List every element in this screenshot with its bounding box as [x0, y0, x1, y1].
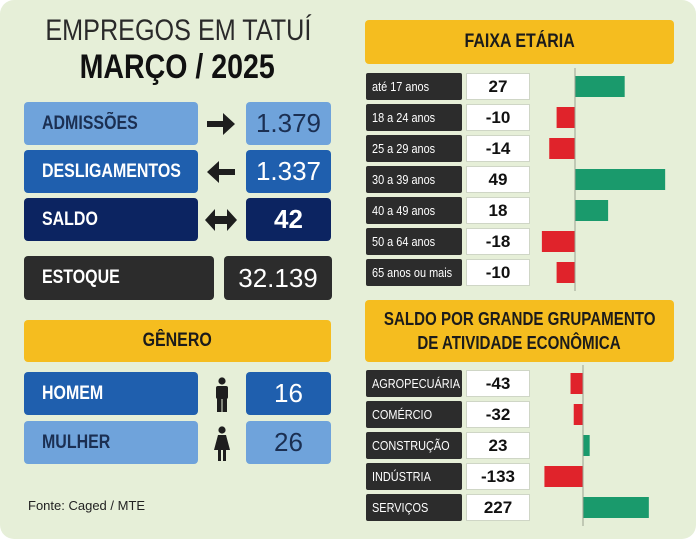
age-row-bar — [575, 169, 666, 190]
admissoes-value: 1.379 — [246, 102, 331, 145]
sector-row-value: 23 — [466, 432, 530, 459]
mulher-label: MULHER — [24, 421, 198, 464]
age-row-value: 27 — [466, 73, 530, 100]
sector-row-value: 227 — [466, 494, 530, 521]
estoque-label: ESTOQUE — [24, 256, 214, 300]
atividade-title-line1: SALDO POR GRANDE GRUPAMENTO — [383, 309, 656, 329]
age-row-bar — [556, 107, 575, 128]
age-row-bar — [575, 76, 625, 97]
sector-row-label: INDÚSTRIA — [366, 463, 462, 490]
saldo-value: 42 — [246, 198, 331, 241]
female-person-icon — [211, 426, 233, 462]
admissoes-label: ADMISSÕES — [24, 102, 198, 145]
saldo-label: SALDO — [24, 198, 198, 241]
genero-title: GÊNERO — [24, 320, 331, 362]
sector-row-label: COMÉRCIO — [366, 401, 462, 428]
age-row-label: 30 a 39 anos — [366, 166, 462, 193]
mulher-value: 26 — [246, 421, 331, 464]
desligamentos-value: 1.337 — [246, 150, 331, 193]
arrow-left-right-icon — [203, 205, 239, 235]
age-row-label: 65 anos ou mais — [366, 259, 462, 286]
age-row-label: 40 a 49 anos — [366, 197, 462, 224]
age-row-value: -10 — [466, 104, 530, 131]
sector-row-bar — [583, 497, 649, 518]
faixa-etaria-title: FAIXA ETÁRIA — [365, 20, 674, 64]
age-row-bar — [541, 231, 575, 252]
age-row-value: 18 — [466, 197, 530, 224]
sector-row-value: -133 — [466, 463, 530, 490]
homem-value: 16 — [246, 372, 331, 415]
age-row-value: -14 — [466, 135, 530, 162]
age-row-bar — [549, 138, 575, 159]
age-row-label: até 17 anos — [366, 73, 462, 100]
sector-row-label: AGROPECUÁRIA — [366, 370, 462, 397]
homem-label: HOMEM — [24, 372, 198, 415]
age-row-value: 49 — [466, 166, 530, 193]
sector-row-value: -32 — [466, 401, 530, 428]
sector-row-bar — [544, 466, 583, 487]
atividade-title-line2: DE ATIVIDADE ECONÔMICA — [417, 333, 622, 353]
sector-row-bar — [573, 404, 583, 425]
age-row-bar — [556, 262, 575, 283]
age-row-value: -18 — [466, 228, 530, 255]
atividade-title: SALDO POR GRANDE GRUPAMENTO DE ATIVIDADE… — [365, 300, 674, 362]
estoque-value: 32.139 — [224, 256, 332, 300]
age-row-label: 50 a 64 anos — [366, 228, 462, 255]
sector-row-label: CONSTRUÇÃO — [366, 432, 462, 459]
sector-row-label: SERVIÇOS — [366, 494, 462, 521]
male-person-icon — [212, 377, 232, 413]
title-line2: MARÇO / 2025 — [79, 48, 276, 86]
sector-row-bar — [583, 435, 590, 456]
title-line1: EMPREGOS EM TATUÍ — [45, 14, 312, 47]
arrow-right-icon — [205, 109, 237, 139]
age-row-label: 25 a 29 anos — [366, 135, 462, 162]
arrow-left-icon — [205, 157, 237, 187]
age-row-label: 18 a 24 anos — [366, 104, 462, 131]
age-row-bar — [575, 200, 609, 221]
source-note: Fonte: Caged / MTE — [28, 498, 146, 513]
sector-row-bar — [570, 373, 583, 394]
desligamentos-label: DESLIGAMENTOS — [24, 150, 198, 193]
age-row-value: -10 — [466, 259, 530, 286]
sector-row-value: -43 — [466, 370, 530, 397]
